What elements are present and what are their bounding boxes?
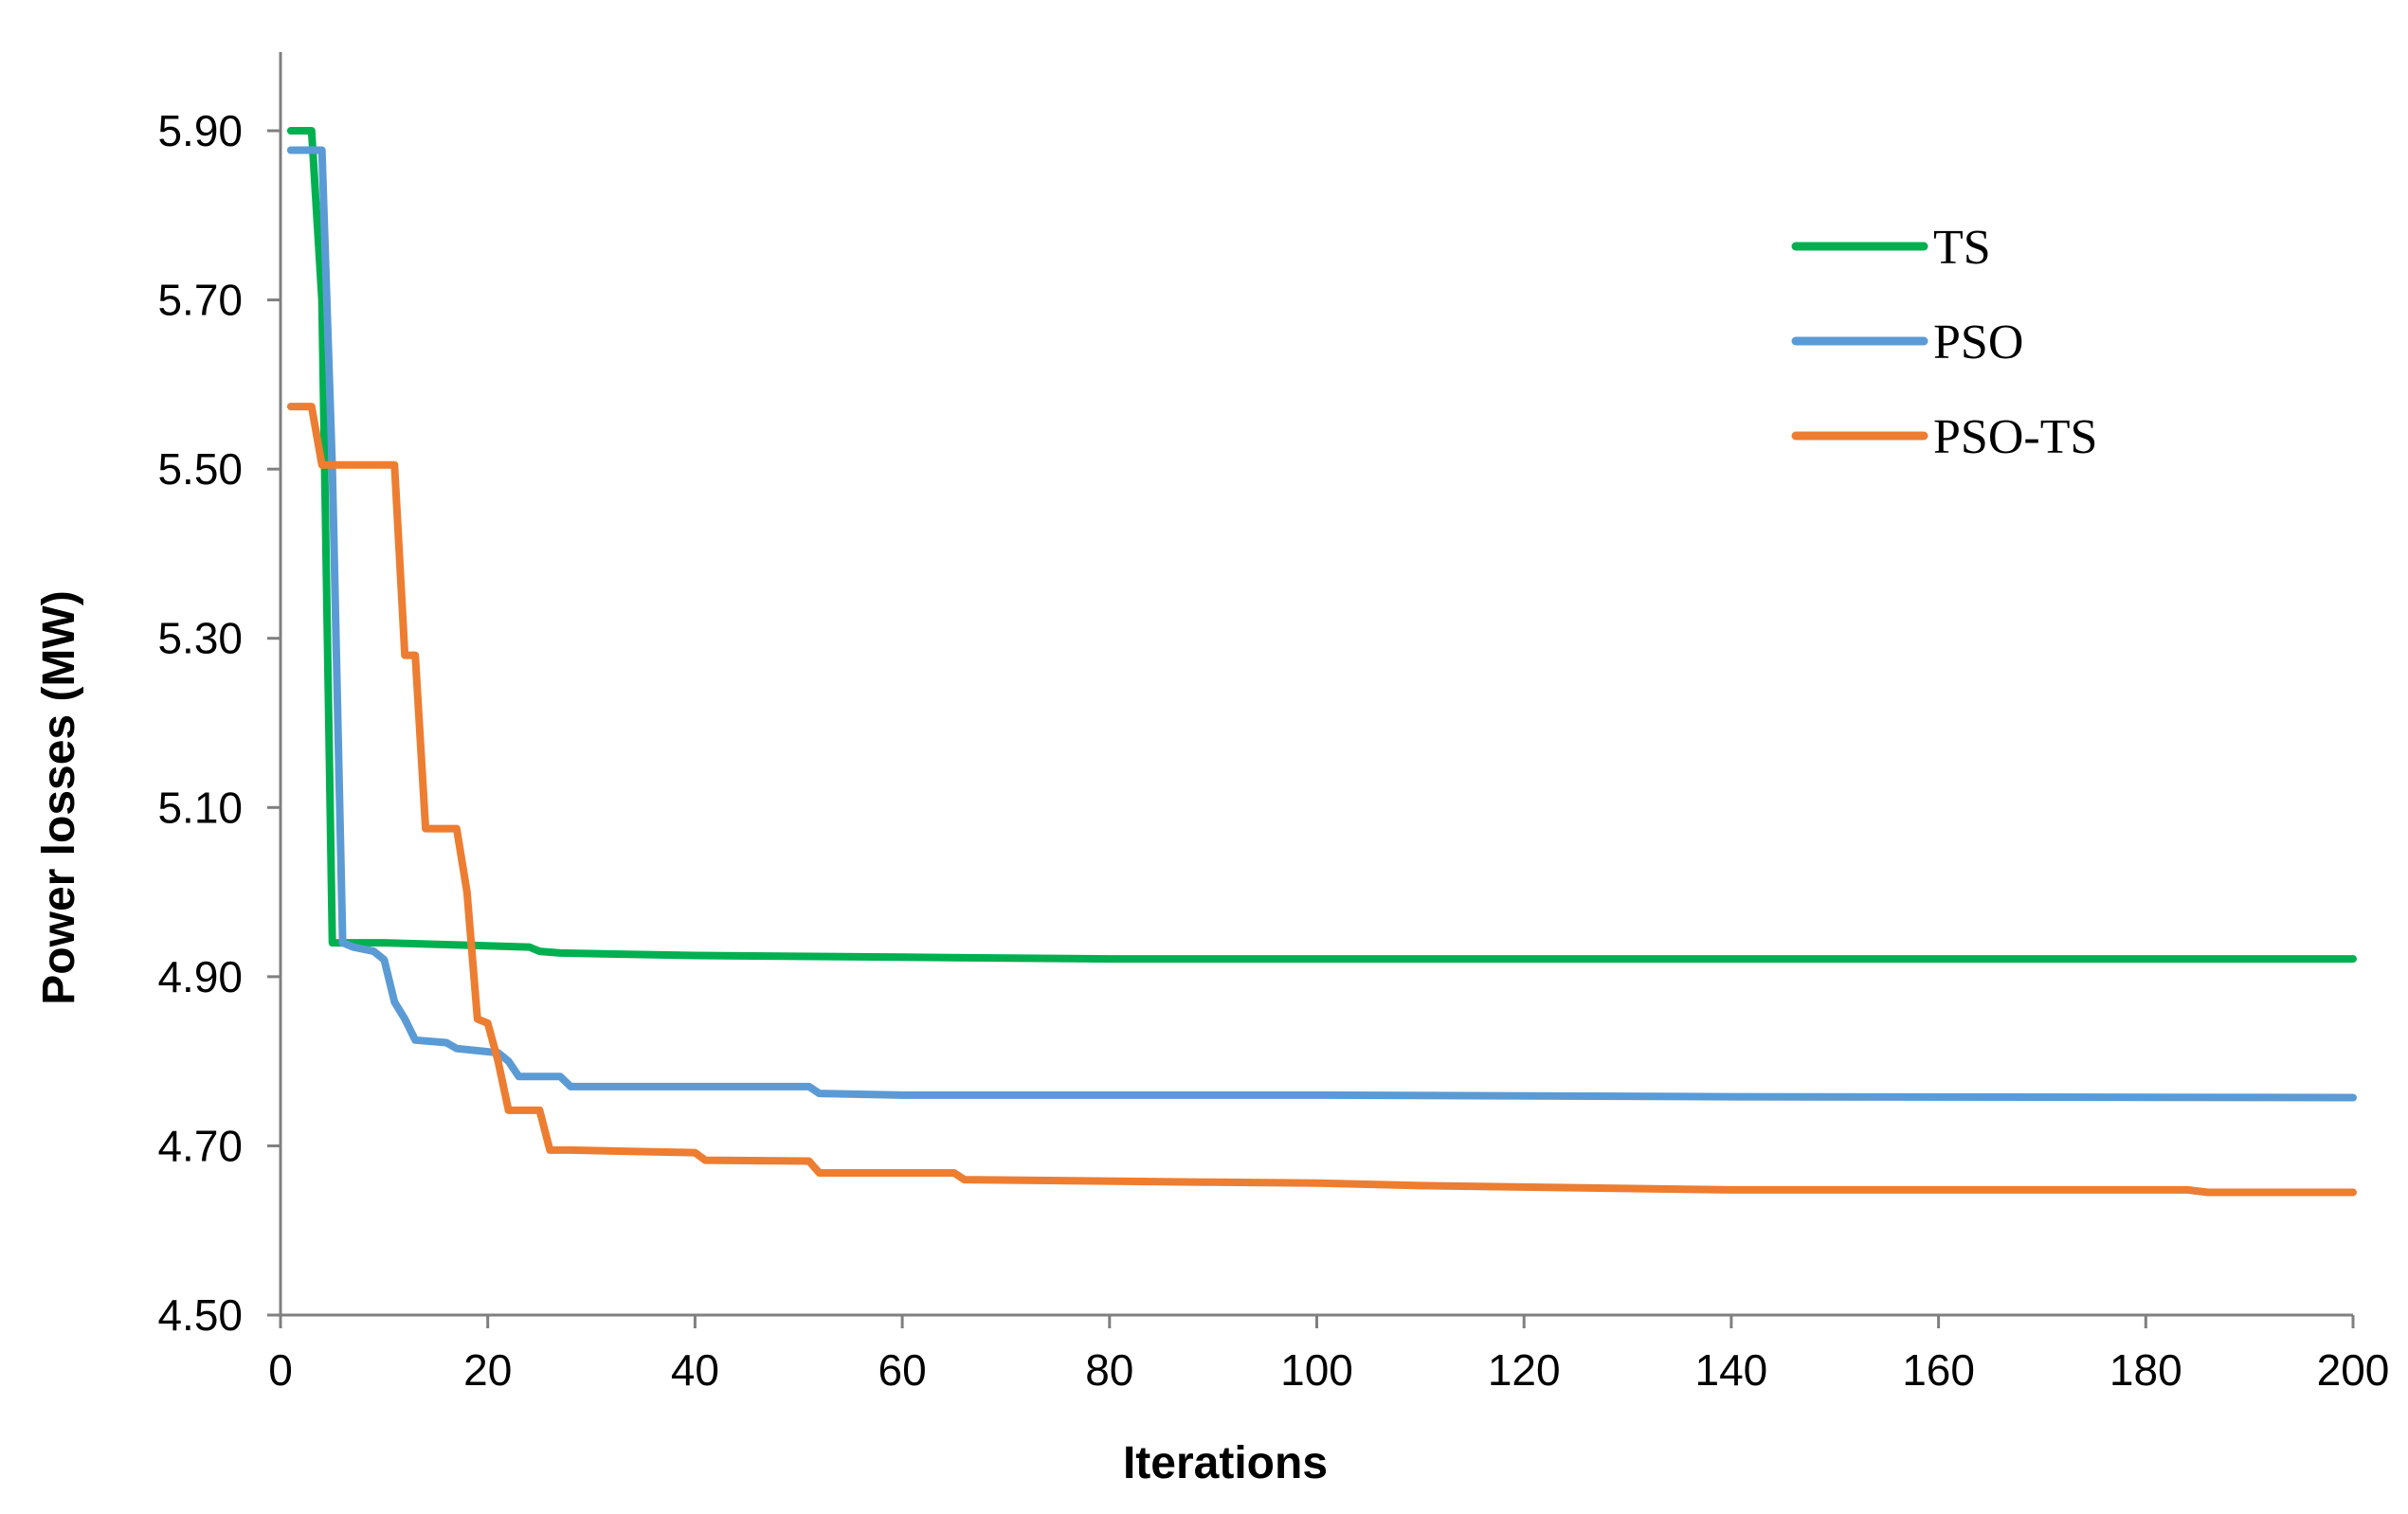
x-tick-label: 40 [671,1345,719,1395]
y-tick-label: 5.10 [157,783,243,832]
x-tick-label: 80 [1085,1345,1133,1395]
legend-label-pso-ts: PSO-TS [1933,410,2097,464]
x-tick-label: 0 [268,1345,293,1395]
legend: TS PSO PSO-TS [1791,221,2097,464]
series-line-ts [286,127,2357,964]
x-tick-label: 60 [878,1345,927,1395]
x-axis: 0 20 40 60 80 100 120 140 160 180 200 [268,1313,2390,1395]
series-line-pso [286,146,2357,1102]
x-tick-label: 100 [1280,1345,1353,1395]
y-tick-label: 5.90 [157,106,243,155]
y-tick-label: 5.30 [157,614,243,663]
y-tick-label: 4.50 [157,1290,243,1340]
x-tick-label: 140 [1695,1345,1768,1395]
plot-area [286,127,2357,1197]
series-line-pso-ts [286,403,2357,1197]
legend-label-pso: PSO [1933,315,2023,369]
y-tick-label: 4.90 [157,952,243,1001]
x-tick-label: 160 [1902,1345,1975,1395]
y-axis-title: Power losses (MW) [34,590,84,1004]
x-tick-label: 20 [463,1345,512,1395]
legend-label-ts: TS [1933,221,1991,275]
y-tick-label: 4.70 [157,1121,243,1170]
x-tick-label: 120 [1488,1345,1561,1395]
y-tick-label: 5.70 [157,276,243,325]
y-tick-label: 5.50 [157,444,243,494]
x-axis-title: Iterations [1123,1438,1328,1488]
x-tick-label: 180 [2109,1345,2182,1395]
y-axis: 4.50 4.70 4.90 5.10 5.30 5.50 5.70 5.90 [157,52,282,1340]
x-tick-label: 200 [2317,1345,2390,1395]
